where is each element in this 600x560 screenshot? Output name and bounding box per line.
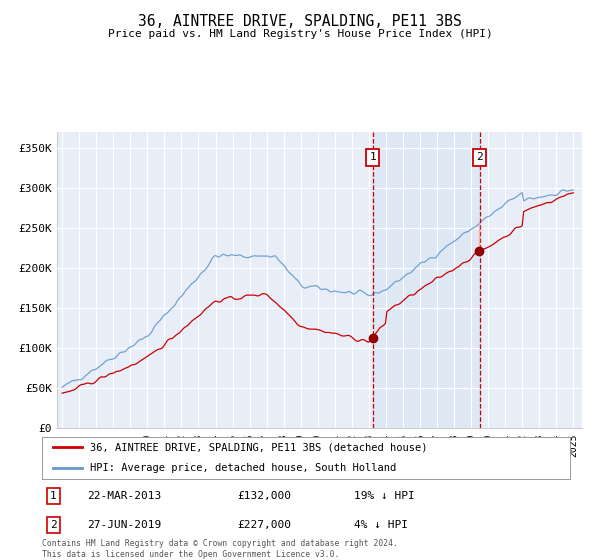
Text: 36, AINTREE DRIVE, SPALDING, PE11 3BS (detached house): 36, AINTREE DRIVE, SPALDING, PE11 3BS (d… (89, 442, 427, 452)
Text: 36, AINTREE DRIVE, SPALDING, PE11 3BS: 36, AINTREE DRIVE, SPALDING, PE11 3BS (138, 14, 462, 29)
Bar (373, 132, 479, 428)
Text: 22-MAR-2013: 22-MAR-2013 (87, 491, 161, 501)
Text: Price paid vs. HM Land Registry's House Price Index (HPI): Price paid vs. HM Land Registry's House … (107, 29, 493, 39)
Text: 1: 1 (370, 152, 376, 162)
Text: £227,000: £227,000 (238, 520, 292, 530)
Text: HPI: Average price, detached house, South Holland: HPI: Average price, detached house, Sout… (89, 463, 396, 473)
Text: £132,000: £132,000 (238, 491, 292, 501)
Text: 4% ↓ HPI: 4% ↓ HPI (353, 520, 407, 530)
Text: Contains HM Land Registry data © Crown copyright and database right 2024.
This d: Contains HM Land Registry data © Crown c… (42, 539, 398, 559)
Text: 19% ↓ HPI: 19% ↓ HPI (353, 491, 414, 501)
Text: 2: 2 (50, 520, 56, 530)
Text: 27-JUN-2019: 27-JUN-2019 (87, 520, 161, 530)
Text: 2: 2 (476, 152, 483, 162)
Text: 1: 1 (50, 491, 56, 501)
